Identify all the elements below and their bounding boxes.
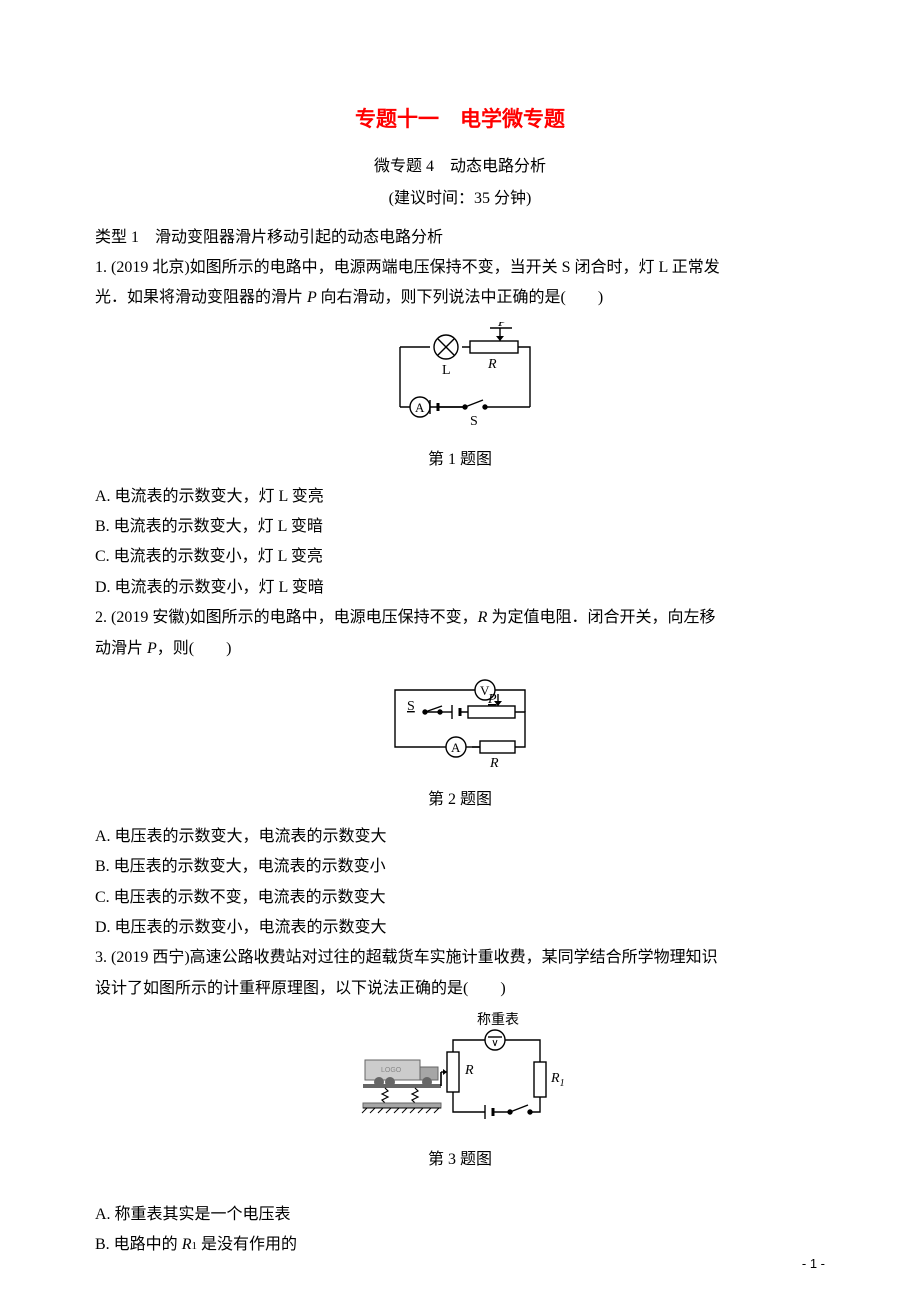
- q2-stem-line-2: 动滑片 P，则( ): [95, 634, 825, 664]
- q2-stem-text-1: 2. (2019 安徽)如图所示的电路中，电源电压保持不变，: [95, 609, 478, 626]
- q1-opt-d: D. 电流表的示数变小，灯 L 变暗: [95, 573, 825, 603]
- truck-logo: LOGO: [381, 1067, 402, 1074]
- q2-circuit-diagram: V S P A R: [370, 672, 550, 772]
- q2-stem-line-1: 2. (2019 安徽)如图所示的电路中，电源电压保持不变，R 为定值电阻．闭合…: [95, 603, 825, 633]
- q2-fig-caption: 第 2 题图: [95, 785, 825, 815]
- q2-figure: V S P A R: [95, 672, 825, 783]
- page-number: - 1 -: [802, 1252, 825, 1277]
- q3-opt-b: B. 电路中的 R1 是没有作用的: [95, 1230, 825, 1260]
- q1-stem-line-2: 光．如果将滑动变阻器的滑片 P 向右滑动，则下列说法中正确的是( ): [95, 283, 825, 313]
- label-weigh: 称重表: [477, 1012, 519, 1028]
- type-heading-1: 类型 1 滑动变阻器滑片移动引起的动态电路分析: [95, 223, 825, 253]
- label-r1: R1: [550, 1071, 565, 1089]
- label-r: R: [489, 756, 499, 771]
- q1-fig-caption: 第 1 题图: [95, 445, 825, 475]
- q2-stem-text-4: ，则( ): [157, 640, 232, 657]
- truck-icon: LOGO: [363, 1060, 441, 1088]
- label-r: R: [487, 357, 497, 372]
- q2-r: R: [478, 609, 492, 626]
- q1-stem-text-1: 光．如果将滑动变阻器的滑片: [95, 289, 303, 306]
- q3-opt-a: A. 称重表其实是一个电压表: [95, 1200, 825, 1230]
- q3-fig-caption: 第 3 题图: [95, 1145, 825, 1175]
- q2-opt-b: B. 电压表的示数变大，电流表的示数变小: [95, 852, 825, 882]
- q1-opt-c: C. 电流表的示数变小，灯 L 变亮: [95, 542, 825, 572]
- q3-r1: R: [178, 1236, 192, 1253]
- q3-opt-b-text-2: 是没有作用的: [201, 1236, 297, 1253]
- q3-opt-b-text-1: B. 电路中的: [95, 1236, 178, 1253]
- q2-stem-text-3: 动滑片: [95, 640, 143, 657]
- q1-opt-a: A. 电流表的示数变大，灯 L 变亮: [95, 482, 825, 512]
- page-title: 专题十一 电学微专题: [95, 100, 825, 140]
- q2-stem-text-2: 为定值电阻．闭合开关，向左移: [491, 609, 715, 626]
- q1-figure: P R L A S: [95, 322, 825, 443]
- q1-opt-b: B. 电流表的示数变大，灯 L 变暗: [95, 512, 825, 542]
- label-s: S: [470, 414, 478, 429]
- q3-stem-line-2: 设计了如图所示的计重秤原理图，以下说法正确的是( ): [95, 974, 825, 1004]
- label-p: P: [487, 692, 497, 707]
- subtitle: 微专题 4 动态电路分析: [95, 152, 825, 182]
- q1-stem-text-2: 向右滑动，则下列说法中正确的是( ): [321, 289, 604, 306]
- q3-stem-line-1: 3. (2019 西宁)高速公路收费站对过往的超载货车实施计重收费，某同学结合所…: [95, 943, 825, 973]
- label-l: L: [442, 363, 451, 378]
- q1-stem-line-1: 1. (2019 北京)如图所示的电路中，电源两端电压保持不变，当开关 S 闭合…: [95, 253, 825, 283]
- q2-opt-c: C. 电压表的示数不变，电流表的示数变大: [95, 883, 825, 913]
- label-p: P: [497, 322, 507, 330]
- q3-r1-sub: 1: [191, 1240, 197, 1252]
- q1-slider-p: P: [303, 289, 320, 306]
- q3-circuit-diagram: LOGO: [345, 1012, 575, 1132]
- q2-opt-d: D. 电压表的示数变小，电流表的示数变大: [95, 913, 825, 943]
- q2-p: P: [143, 640, 157, 657]
- label-s: S: [407, 699, 415, 714]
- q3-figure: LOGO: [95, 1012, 825, 1143]
- q2-opt-a: A. 电压表的示数变大，电流表的示数变大: [95, 822, 825, 852]
- time-hint: (建议时间：35 分钟): [95, 184, 825, 214]
- label-a: A: [451, 740, 461, 755]
- label-r: R: [464, 1063, 474, 1078]
- label-a: A: [415, 400, 425, 415]
- q1-circuit-diagram: P R L A S: [370, 322, 550, 432]
